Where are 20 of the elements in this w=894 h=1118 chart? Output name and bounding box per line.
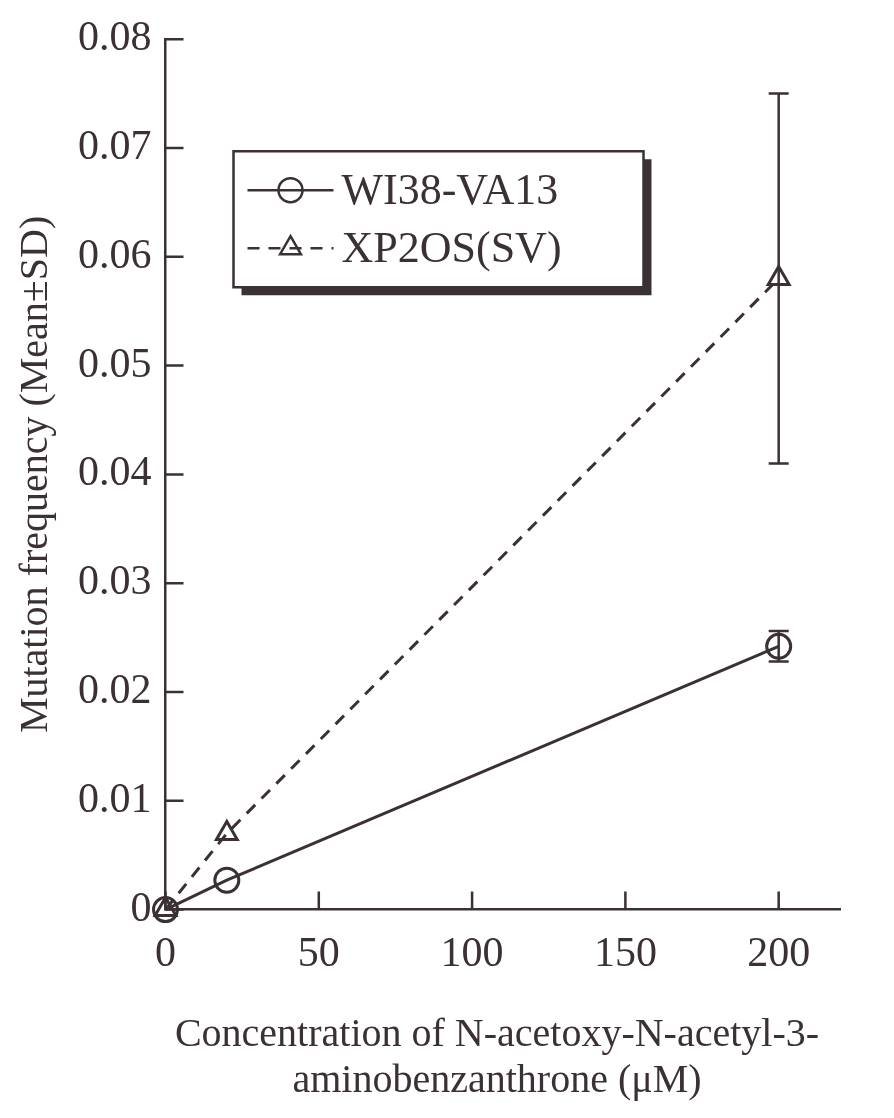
y-tick-label: 0.07 <box>78 122 152 169</box>
legend-label: XP2OS(SV) <box>341 222 562 272</box>
y-tick-label: 0 <box>130 883 152 930</box>
point <box>152 896 179 924</box>
x-tick-label: 50 <box>297 928 340 975</box>
point <box>213 866 241 894</box>
x-tick-label: 100 <box>440 928 504 975</box>
y-tick-label: 0.02 <box>78 666 152 713</box>
x-tick-label: 150 <box>593 928 657 975</box>
y-tick-label: 0.01 <box>78 774 152 821</box>
y-tick-label: 0.08 <box>78 13 152 60</box>
y-tick-label: 0.06 <box>78 230 152 277</box>
y-tick-label: 0.05 <box>78 339 152 386</box>
y-axis-title: Mutation frequency (Mean±SD) <box>10 215 56 734</box>
y-tick-label: 0.04 <box>78 448 152 495</box>
point <box>766 265 791 287</box>
y-tick-label: 0.03 <box>78 557 152 604</box>
x-tick-label: 200 <box>747 928 811 975</box>
x-axis-title: Concentration of N-acetoxy-N-acetyl-3-aminobenzanthrone (μM) <box>173 1010 821 1102</box>
legend-label: WI38-VA13 <box>341 164 559 214</box>
